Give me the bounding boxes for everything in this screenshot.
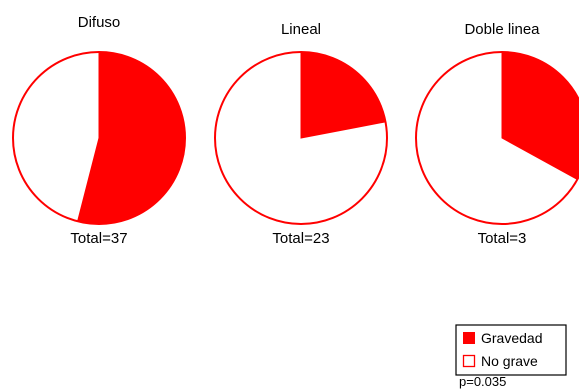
- pie-chart: Difuso Total=37: [12, 14, 186, 247]
- pie-slice-gravedad: [300, 51, 387, 139]
- legend-label-no-grave: No grave: [481, 353, 538, 369]
- pie-slice-gravedad: [77, 51, 186, 225]
- pie-title: Doble linea: [464, 21, 540, 38]
- pie-total-label: Total=23: [272, 230, 329, 247]
- pie-chart: Doble linea Total=3: [415, 21, 579, 247]
- pie-total-label: Total=3: [478, 230, 527, 247]
- p-value-annotation: p=0.035: [459, 374, 506, 389]
- legend-label-gravedad: Gravedad: [481, 330, 542, 346]
- legend-swatch-no-grave: [462, 354, 476, 368]
- legend-swatch-gravedad: [463, 332, 475, 344]
- pie-title: Lineal: [281, 21, 321, 38]
- pie-chart: Lineal Total=23: [214, 21, 388, 247]
- pie-slice-gravedad: [501, 51, 579, 181]
- pie-total-label: Total=37: [70, 230, 127, 247]
- legend: Gravedad No grave: [455, 324, 567, 376]
- pie-title: Difuso: [78, 14, 121, 31]
